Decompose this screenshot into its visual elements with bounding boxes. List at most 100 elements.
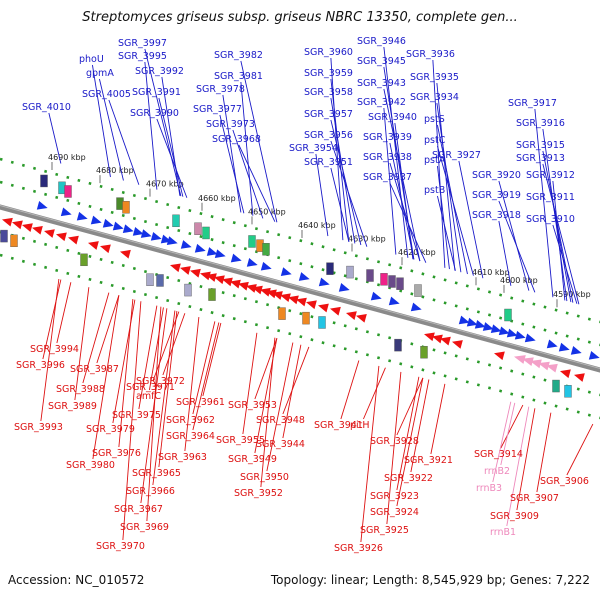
reverse-gene-leader-line: [396, 377, 424, 507]
protein-domain-block: [80, 253, 88, 267]
forward-gene-arrow: [490, 324, 502, 334]
label-line-layer: [40, 46, 594, 543]
forward-gene-arrow: [246, 258, 258, 267]
reverse-gene-arrow: [494, 351, 505, 361]
forward-gene-label: SGR_3968: [212, 134, 261, 145]
forward-gene-arrow: [150, 231, 162, 241]
protein-domain-block: [564, 385, 572, 398]
forward-gene-leader-line: [240, 60, 278, 223]
gene-label-layer: SGR_4010 phoU gpmA SGR_4005 SGR_3997 SGR_3995…: [14, 36, 589, 554]
reverse-gene-arrow: [222, 277, 233, 287]
forward-gene-leader-line: [389, 182, 427, 263]
reverse-gene-arrow: [272, 291, 283, 300]
reverse-gene-leader-line: [360, 365, 380, 543]
protein-domain-block: [346, 265, 354, 279]
reverse-gene-arrow: [330, 306, 341, 316]
reverse-gene-label: SGR_3961: [176, 397, 225, 408]
reverse-gene-arrow: [190, 268, 201, 278]
reverse-gene-arrow: [356, 313, 367, 323]
reverse-gene-leader-line: [242, 332, 258, 435]
reverse-gene-label: SGR_3963: [158, 452, 207, 463]
forward-gene-arrow: [166, 236, 178, 245]
forward-gene-label: SGR_3959: [304, 68, 353, 79]
reverse-gene-arrow: [100, 244, 111, 254]
forward-gene-arrow: [36, 200, 48, 210]
forward-gene-label: gpmA: [86, 68, 114, 79]
forward-gene-arrow: [132, 227, 144, 236]
reverse-gene-label: SGR_3969: [120, 522, 169, 533]
rrna-gene-label: rrnB3: [476, 483, 502, 494]
forward-gene-arrow: [260, 261, 272, 271]
forward-gene-arrow: [76, 211, 88, 221]
forward-gene-leader-line: [315, 153, 329, 237]
reverse-gene-label: SGR_3987: [70, 364, 119, 375]
reverse-gene-arrow: [346, 311, 357, 320]
reverse-gene-leader-line: [82, 292, 110, 384]
rrna-gene-arrow: [530, 359, 542, 369]
reverse-gene-label: SGR_3907: [510, 493, 559, 504]
forward-gene-label: SGR_3939: [363, 132, 412, 143]
forward-gene-label: SGR_3936: [406, 49, 455, 60]
reverse-gene-label: SGR_3949: [228, 454, 277, 465]
scale-tick-label: 4670 kbp: [146, 180, 184, 189]
forward-gene-arrow: [194, 243, 206, 253]
genome-backbone-highlight: [0, 204, 600, 370]
forward-gene-label: SGR_4005: [82, 89, 131, 100]
reverse-gene-arrow: [230, 279, 241, 289]
genome-info-text: Topology: linear; Length: 8,545,929 bp; …: [270, 573, 590, 587]
forward-gene-arrow: [90, 215, 102, 225]
reverse-gene-label: SGR_3970: [96, 541, 145, 552]
reverse-gene-arrow: [44, 229, 55, 238]
forward-gene-leader-line: [158, 97, 184, 197]
reverse-gene-leader-line: [122, 301, 142, 541]
reverse-gene-arrow: [252, 285, 263, 295]
protein-domain-block: [194, 222, 202, 235]
reverse-gene-label: SGR_3950: [240, 472, 289, 483]
forward-gene-arrow: [388, 296, 400, 306]
genome-title: Streptomyces griseus subsp. griseus NBRC…: [82, 10, 518, 25]
forward-gene-arrow: [498, 326, 510, 336]
protein-domain-block: [420, 345, 428, 359]
reverse-gene-arrow: [440, 336, 451, 346]
protein-domain-block: [504, 308, 512, 322]
forward-gene-leader-line: [437, 145, 474, 276]
forward-gene-leader-line: [542, 163, 580, 305]
protein-domain-block: [414, 284, 422, 297]
forward-gene-leader-line: [144, 48, 182, 197]
reverse-gene-arrow: [56, 232, 67, 242]
reverse-gene-leader-line: [260, 337, 276, 488]
reverse-gene-label: SGR_3988: [56, 384, 105, 395]
protein-domain-block: [318, 316, 326, 329]
forward-gene-label: SGR_3958: [304, 87, 353, 98]
forward-gene-label: SGR_3927: [432, 150, 481, 161]
forward-gene-label: pstS: [424, 114, 445, 125]
reverse-gene-arrow: [200, 271, 211, 281]
reverse-gene-leader-line: [96, 295, 120, 364]
feature-layer: [0, 174, 600, 398]
forward-gene-label: SGR_3956: [304, 130, 353, 141]
forward-gene-label: SGR_3951: [304, 157, 353, 168]
reverse-gene-label: SGR_3955: [216, 435, 265, 446]
rrna-gene-arrow: [522, 357, 534, 367]
forward-gene-leader-line: [330, 78, 350, 242]
reverse-gene-label: SGR_3906: [540, 476, 589, 487]
forward-gene-leader-line: [498, 200, 536, 293]
forward-gene-arrow: [570, 346, 582, 355]
protein-domain-block: [388, 275, 396, 288]
forward-gene-label: SGR_3940: [368, 112, 417, 123]
forward-gene-label: pstB: [424, 185, 445, 196]
forward-gene-arrow: [122, 224, 134, 234]
forward-gene-leader-line: [330, 140, 368, 247]
reverse-gene-label: SGR_3953: [228, 400, 277, 411]
reverse-gene-leader-line: [112, 299, 136, 424]
forward-gene-arrow: [370, 291, 382, 301]
reverse-gene-label: SGR_3975: [112, 410, 161, 421]
forward-gene-leader-line: [552, 224, 578, 304]
forward-gene-label: SGR_3942: [357, 97, 406, 108]
forward-gene-leader-line: [222, 94, 242, 213]
forward-gene-arrow: [514, 330, 526, 340]
reverse-gene-leader-line: [340, 360, 360, 420]
reverse-gene-arrow: [12, 220, 23, 230]
